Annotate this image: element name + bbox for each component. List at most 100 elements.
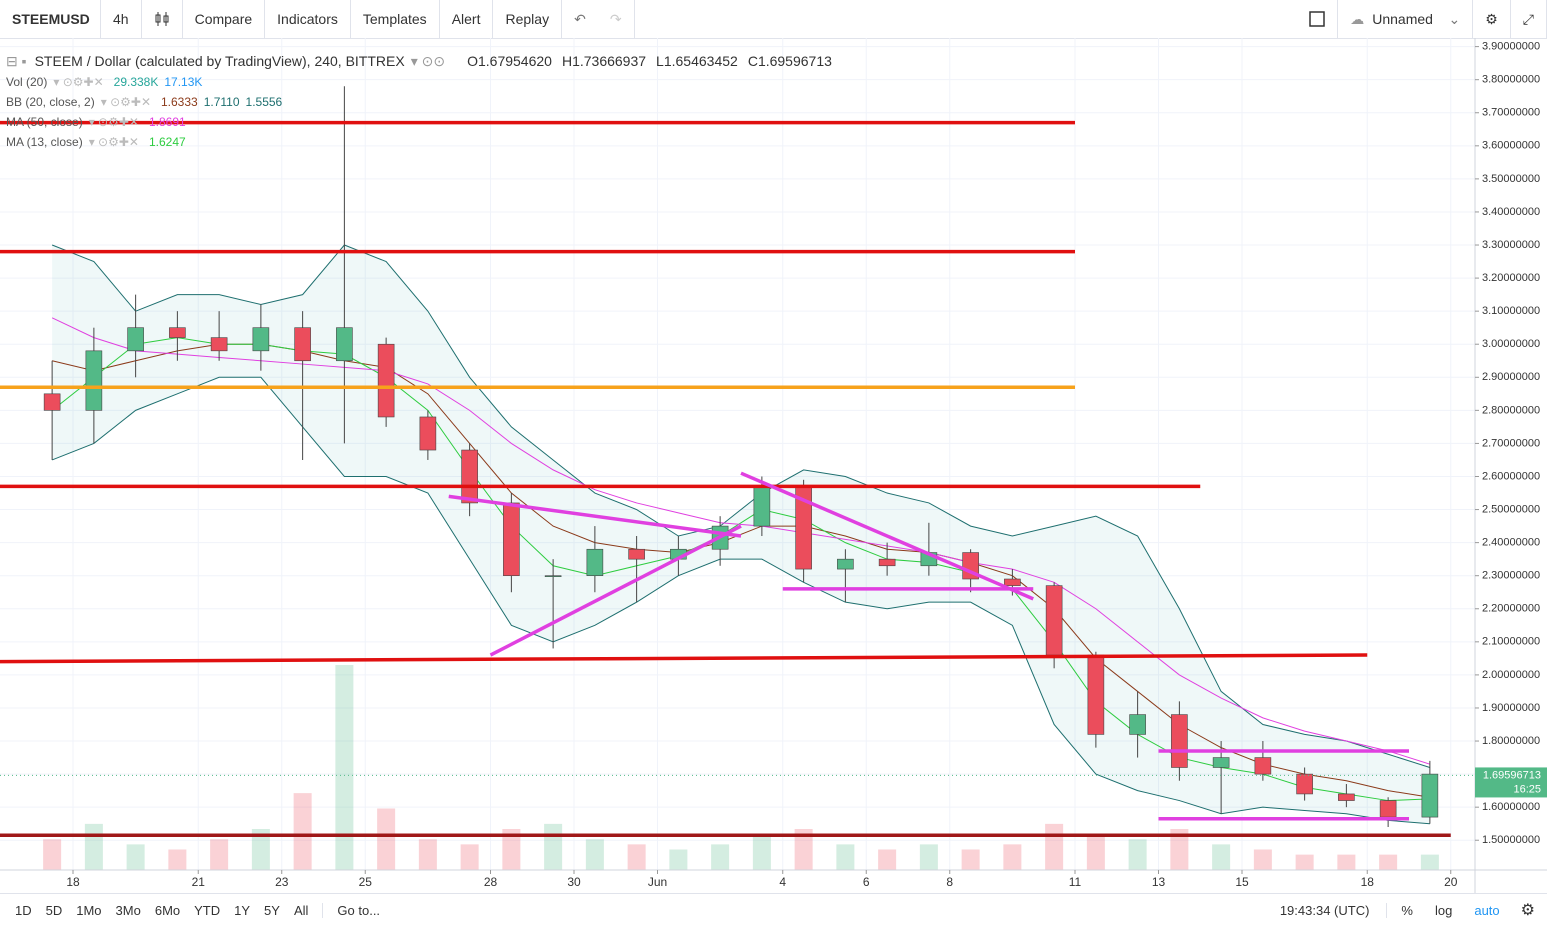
y-tick-label: 3.40000000: [1482, 206, 1540, 218]
ohlc-item: C1.69596713: [748, 53, 832, 69]
option-button[interactable]: %: [1401, 902, 1413, 918]
y-tick-label: 2.00000000: [1482, 669, 1540, 681]
indicator-name: Vol (20): [6, 75, 48, 89]
y-tick-label: 3.90000000: [1482, 41, 1540, 53]
ohlc-item: L1.65463452: [656, 53, 738, 69]
x-tick-label: 11: [1069, 875, 1082, 889]
overlay-line: [51, 317, 1431, 765]
volume-bar: [1295, 854, 1314, 870]
y-tick-label: 2.90000000: [1482, 371, 1540, 383]
range-button[interactable]: 1D: [15, 902, 32, 918]
volume-bar: [544, 823, 563, 870]
clock: 19:43:34 (UTC): [1279, 902, 1370, 918]
candle-body: [544, 575, 562, 577]
candle-body: [753, 486, 771, 527]
y-tick-label: 2.50000000: [1482, 503, 1540, 515]
y-tick-label: 2.10000000: [1482, 636, 1540, 648]
volume-bar: [418, 839, 437, 870]
toolbar-button[interactable]: Compare: [183, 0, 266, 38]
volume-bar: [251, 829, 270, 870]
volume-bar: [1086, 834, 1105, 870]
volume-bar: [502, 829, 521, 870]
range-button[interactable]: 3Mo: [115, 902, 141, 918]
undo[interactable]: ↶: [574, 10, 586, 27]
x-tick-label: 18: [66, 875, 80, 889]
y-tick-label: 1.50000000: [1482, 834, 1540, 846]
ohlc-label: L: [656, 53, 664, 69]
indicator-name: MA (13, close): [6, 135, 83, 149]
volume-bar: [126, 844, 145, 870]
volume-bar: [1212, 844, 1231, 870]
settings[interactable]: ⚙: [1520, 902, 1535, 919]
symbol[interactable]: STEEMUSD: [0, 0, 101, 38]
option-button[interactable]: log: [1434, 902, 1453, 918]
settings[interactable]: ⚙: [1473, 0, 1511, 38]
range-button[interactable]: 6Mo: [154, 902, 181, 918]
interval[interactable]: 4h: [101, 0, 142, 38]
volume-bar: [293, 793, 312, 870]
price-countdown: 16:25: [1513, 783, 1541, 795]
y-tick-label: 2.60000000: [1482, 470, 1540, 482]
goto[interactable]: Go to...: [322, 902, 387, 918]
candle-body: [1212, 757, 1230, 768]
options: % log auto: [1386, 902, 1513, 918]
volume-bar: [585, 839, 604, 870]
range-button[interactable]: YTD: [194, 902, 221, 918]
ohlc-value: 1.65463452: [663, 53, 738, 69]
volume-bar: [460, 844, 479, 870]
indicators: Vol (20) ▾ ⊙⚙✚✕ 29.338K 17.13K BB (20, close…: [6, 72, 832, 152]
y-tick-label: 1.80000000: [1482, 735, 1540, 747]
volume-bar: [627, 844, 646, 870]
toolbar: STEEMUSD 4h Compare Indicators Templates Al…: [0, 0, 1547, 39]
volume-bar: [961, 849, 980, 870]
x-tick-label: 25: [359, 875, 373, 889]
toolbar-right: ☁ Unnamed ⌄ ⚙ ⤢: [1297, 0, 1547, 38]
x-tick-label: 18: [1361, 875, 1375, 889]
drawing-line: [489, 524, 742, 657]
fullscreen-toggle[interactable]: [1297, 0, 1339, 38]
range-button[interactable]: 5D: [45, 902, 63, 918]
toolbar-button[interactable]: Alert: [440, 0, 494, 38]
ohlc-label: O: [467, 53, 478, 69]
y-tick-label: 3.60000000: [1482, 140, 1540, 152]
drawing-line: [740, 471, 1034, 601]
y-tick-label: 1.90000000: [1482, 702, 1540, 714]
ohlc-value: 1.67954620: [477, 53, 552, 69]
plot: [0, 38, 1475, 870]
expand[interactable]: ⤢: [1511, 0, 1547, 38]
range-button[interactable]: 1Y: [234, 902, 251, 918]
y-tick-label: 3.20000000: [1482, 272, 1540, 284]
layout-name: Unnamed: [1372, 11, 1433, 27]
ohlc-item: O1.67954620: [467, 53, 552, 69]
indicator-value: 29.338K: [113, 75, 159, 89]
indicator-controls: ▾ ⊙⚙✚✕: [88, 115, 139, 129]
x-tick-label: Jun: [648, 875, 667, 889]
range-button[interactable]: 1Mo: [76, 902, 102, 918]
legend-main: ⊟ ▪ STEEM / Dollar (calculated by Tradin…: [6, 52, 832, 70]
ohlc-value: 1.69596713: [757, 53, 832, 69]
y-tick-label: 3.30000000: [1482, 239, 1540, 251]
volume-bar: [1170, 829, 1189, 870]
candle-body: [837, 558, 854, 570]
range-button[interactable]: 5Y: [264, 902, 280, 918]
candle-body: [628, 548, 645, 560]
candle-body: [377, 343, 395, 418]
range-button[interactable]: All: [293, 902, 309, 918]
toolbar-button[interactable]: Indicators: [265, 0, 351, 38]
bottom-bar: 1D 5D 1Mo 3Mo 6Mo YTD 1Y 5Y All Go to... 19:43:3…: [0, 893, 1547, 926]
candle-body: [586, 548, 604, 576]
indicator-row: MA (50, close) ▾ ⊙⚙✚✕ 1.8691: [6, 112, 832, 132]
option-button[interactable]: auto: [1474, 902, 1500, 918]
toolbar-button[interactable]: Replay: [493, 0, 563, 38]
toolbar-button[interactable]: Templates: [351, 0, 440, 38]
price-tag: 1.69596713: [1483, 769, 1541, 781]
chart-style[interactable]: [142, 0, 183, 38]
candle-body: [419, 416, 437, 451]
candle-body: [127, 327, 144, 352]
x-tick-label: 30: [567, 875, 581, 889]
layout[interactable]: ☁ Unnamed ⌄: [1338, 0, 1474, 38]
indicator-row: MA (13, close) ▾ ⊙⚙✚✕ 1.6247: [6, 132, 832, 152]
volume-bar: [878, 849, 897, 870]
candle-body: [461, 449, 478, 504]
redo[interactable]: ↷: [598, 0, 635, 38]
